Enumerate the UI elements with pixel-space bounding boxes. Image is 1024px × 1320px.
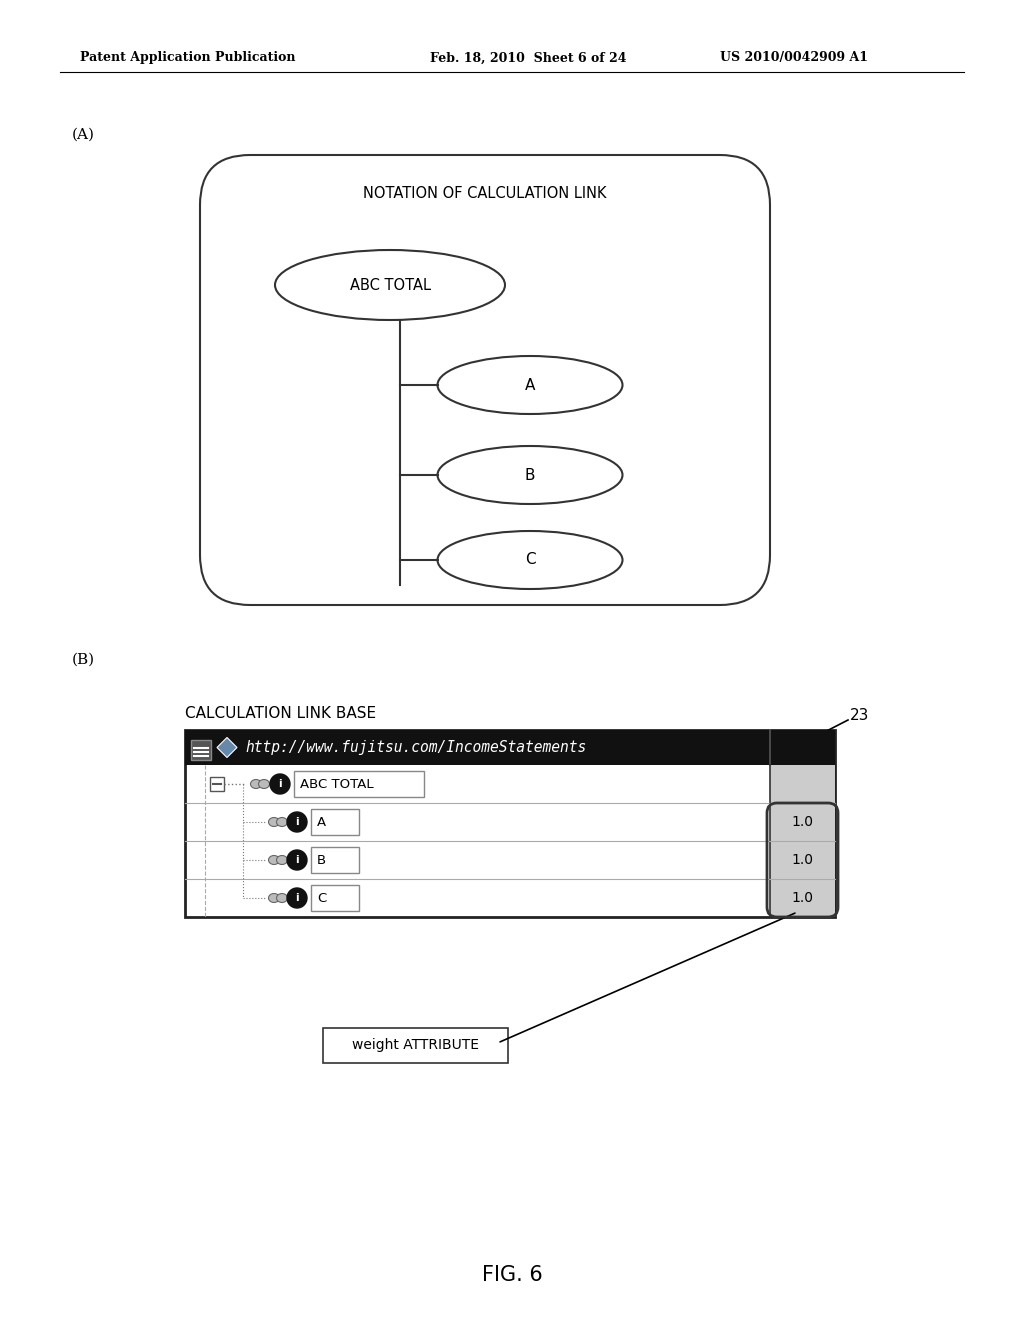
Text: weight ATTRIBUTE: weight ATTRIBUTE [351, 1038, 478, 1052]
Text: 1.0: 1.0 [792, 814, 813, 829]
Text: 23: 23 [850, 708, 869, 722]
Ellipse shape [276, 894, 288, 903]
Ellipse shape [275, 249, 505, 319]
Bar [311, 809, 359, 836]
Bar [294, 771, 424, 797]
Circle shape [287, 812, 307, 832]
Ellipse shape [268, 855, 280, 865]
Text: ABC TOTAL: ABC TOTAL [300, 777, 374, 791]
Ellipse shape [437, 356, 623, 414]
Polygon shape [217, 738, 237, 758]
Text: C: C [317, 891, 327, 904]
Text: http://www.fujitsu.com/IncomeStatements: http://www.fujitsu.com/IncomeStatements [245, 741, 587, 755]
FancyBboxPatch shape [200, 154, 770, 605]
Text: A: A [317, 816, 326, 829]
Text: Patent Application Publication: Patent Application Publication [80, 51, 296, 65]
Text: NOTATION OF CALCULATION LINK: NOTATION OF CALCULATION LINK [364, 186, 607, 201]
Bar [185, 730, 835, 917]
Text: (B): (B) [72, 653, 95, 667]
Bar [210, 777, 224, 791]
Ellipse shape [258, 780, 269, 788]
Bar [770, 766, 835, 917]
Ellipse shape [251, 780, 261, 788]
Ellipse shape [437, 531, 623, 589]
Text: i: i [295, 817, 299, 828]
Text: CALCULATION LINK BASE: CALCULATION LINK BASE [185, 705, 376, 721]
Text: i: i [295, 894, 299, 903]
Ellipse shape [276, 855, 288, 865]
FancyBboxPatch shape [323, 1027, 508, 1063]
Text: B: B [317, 854, 326, 866]
Text: US 2010/0042909 A1: US 2010/0042909 A1 [720, 51, 868, 65]
Circle shape [270, 774, 290, 795]
Text: ABC TOTAL: ABC TOTAL [349, 277, 430, 293]
Bar [311, 847, 359, 873]
Text: Feb. 18, 2010  Sheet 6 of 24: Feb. 18, 2010 Sheet 6 of 24 [430, 51, 627, 65]
Text: B: B [524, 467, 536, 483]
Text: i: i [295, 855, 299, 865]
Bar [311, 884, 359, 911]
Text: (A): (A) [72, 128, 95, 143]
Circle shape [287, 888, 307, 908]
Text: 1.0: 1.0 [792, 891, 813, 906]
Ellipse shape [268, 894, 280, 903]
Text: FIG. 6: FIG. 6 [481, 1265, 543, 1284]
Ellipse shape [276, 817, 288, 826]
Ellipse shape [268, 817, 280, 826]
Ellipse shape [437, 446, 623, 504]
Text: C: C [524, 553, 536, 568]
Text: i: i [279, 779, 282, 789]
Bar [191, 741, 211, 760]
Circle shape [287, 850, 307, 870]
Text: 1.0: 1.0 [792, 853, 813, 867]
Text: A: A [525, 378, 536, 392]
Bar [185, 730, 835, 766]
